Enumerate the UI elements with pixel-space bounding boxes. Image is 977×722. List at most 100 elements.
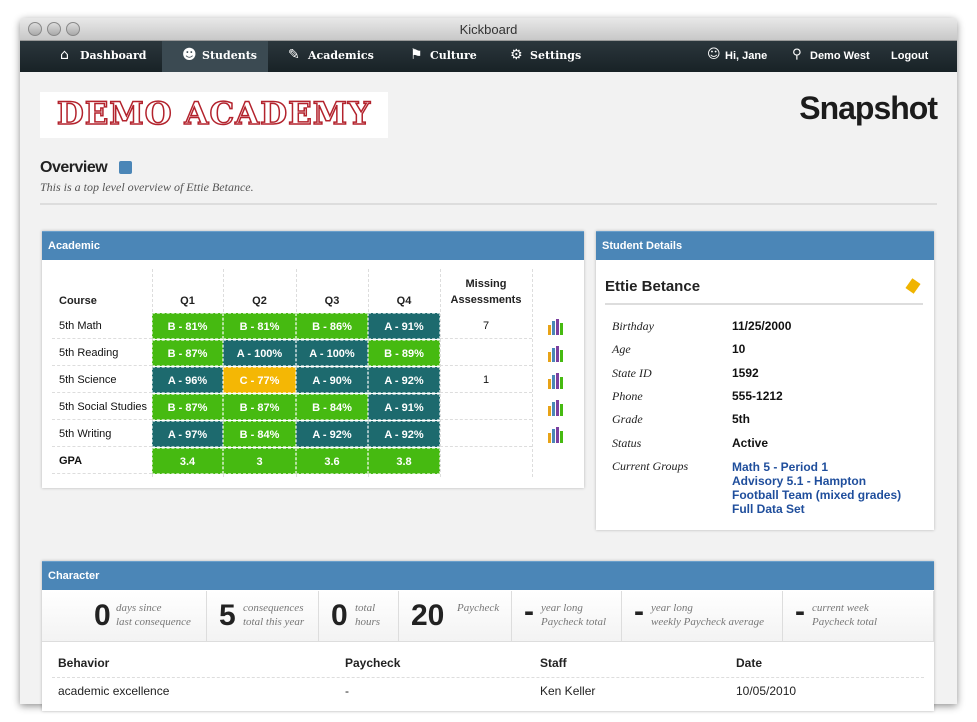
- chart-icon-bar: [552, 429, 555, 443]
- nav-item[interactable]: Students: [202, 49, 257, 62]
- group-link[interactable]: Football Team (mixed grades): [732, 488, 902, 502]
- course-name: 5th Science: [52, 367, 152, 393]
- stat-text: days since: [116, 602, 162, 614]
- stat-value: 20: [411, 599, 445, 632]
- row-rule: [52, 677, 924, 678]
- print-icon[interactable]: [119, 161, 132, 174]
- column-header: Behavior: [58, 656, 110, 670]
- column-header: Q1: [180, 295, 195, 307]
- chart-icon-bar: [560, 404, 563, 416]
- stat-value: -: [524, 595, 534, 628]
- grade-cell: A - 91%: [368, 313, 440, 339]
- chart-icon-bar: [560, 323, 563, 335]
- chart-icon-bar: [556, 373, 559, 389]
- field-label: Birthday: [612, 319, 654, 333]
- chart-icon[interactable]: [548, 373, 563, 389]
- gpa-label: GPA: [52, 448, 152, 474]
- chart-icon-bar: [556, 400, 559, 416]
- overview-subtitle: This is a top level overview of Ettie Be…: [40, 180, 254, 194]
- course-name: 5th Reading: [52, 340, 152, 366]
- chart-icon-bar: [552, 321, 555, 335]
- chart-icon-bar: [556, 346, 559, 362]
- nav-item[interactable]: Dashboard: [80, 49, 147, 62]
- column-header: Course: [59, 295, 97, 307]
- grade-cell: B - 81%: [152, 313, 223, 339]
- nav-icon: ⌂: [60, 47, 69, 63]
- cell: [440, 421, 532, 447]
- column-header: Paycheck: [345, 656, 401, 670]
- panel-header: Academic: [42, 231, 584, 260]
- chart-icon-bar: [556, 427, 559, 443]
- gpa-cell: 3: [223, 448, 296, 474]
- grade-cell: B - 84%: [296, 394, 368, 420]
- chart-icon[interactable]: [548, 400, 563, 416]
- nav-icon: ⚑: [410, 47, 423, 63]
- column-header: Missing Assessments: [450, 278, 522, 306]
- chart-icon-bar: [552, 348, 555, 362]
- chart-icon[interactable]: [548, 427, 563, 443]
- nav-item[interactable]: Academics: [308, 49, 374, 62]
- column-header: Q3: [324, 295, 340, 307]
- missing-count: 1: [440, 367, 532, 393]
- chart-icon[interactable]: [548, 319, 563, 335]
- chart-icon-bar: [548, 433, 551, 443]
- zoom-button[interactable]: [66, 22, 80, 36]
- cell: [440, 394, 532, 420]
- nav-item[interactable]: Settings: [530, 49, 582, 62]
- stat-box: 5 consequences total this year: [207, 591, 319, 641]
- stat-text: weekly Paycheck average: [651, 616, 764, 628]
- field-value: 555-1212: [732, 388, 783, 403]
- grade-cell: B - 87%: [152, 340, 223, 366]
- nav-icon: ✎: [288, 47, 300, 63]
- group-link[interactable]: Full Data Set: [732, 502, 805, 516]
- field-label: Phone: [612, 388, 643, 403]
- grade-cell: B - 87%: [223, 394, 296, 420]
- column-rule: [440, 269, 441, 477]
- column-header: Q4: [396, 295, 412, 307]
- chart-icon-bar: [548, 352, 551, 362]
- chart-icon-bar: [548, 325, 551, 335]
- minimize-button[interactable]: [47, 22, 61, 36]
- gpa-cell: 3.8: [368, 448, 440, 474]
- grade-cell: A - 92%: [296, 421, 368, 447]
- group-link[interactable]: Advisory 5.1 - Hampton: [732, 474, 867, 488]
- nav-icon: ⚲: [792, 47, 802, 62]
- chart-icon-bar: [560, 350, 563, 362]
- grade-cell: B - 86%: [296, 313, 368, 339]
- course-name: 5th Math: [52, 313, 152, 339]
- student-details-panel: Student Details Ettie Betance Birthday 11…: [596, 231, 934, 530]
- nav-item[interactable]: Culture: [430, 49, 477, 62]
- chart-icon[interactable]: [548, 346, 563, 362]
- grade-cell: A - 90%: [296, 367, 368, 393]
- grade-cell: A - 96%: [152, 367, 223, 393]
- nav-item[interactable]: Hi, Jane: [725, 50, 768, 62]
- stat-text: year long: [541, 602, 583, 614]
- nav-active: [162, 41, 268, 72]
- divider: [605, 303, 923, 305]
- stat-box: - current week Paycheck total: [783, 591, 934, 641]
- missing-count: 7: [440, 313, 532, 339]
- field-value: 1592: [732, 365, 759, 380]
- nav-item[interactable]: Logout: [891, 50, 929, 62]
- grade-cell: B - 89%: [368, 340, 440, 366]
- edit-icon[interactable]: [905, 278, 921, 294]
- column-rule: [532, 269, 533, 477]
- course-name: 5th Writing: [52, 421, 152, 447]
- group-link[interactable]: Math 5 - Period 1: [732, 460, 829, 474]
- nav-icon: ☺: [707, 47, 721, 62]
- close-button[interactable]: [28, 22, 42, 36]
- stat-value: -: [795, 595, 805, 628]
- page-title: Snapshot: [799, 90, 938, 126]
- field-label: Current Groups: [612, 459, 689, 473]
- field-label: State ID: [612, 365, 652, 380]
- nav-item[interactable]: Demo West: [810, 50, 870, 62]
- stat-value: 0: [94, 599, 111, 632]
- window-title: Kickboard: [459, 22, 518, 37]
- stat-value: 0: [331, 599, 348, 632]
- table-cell: -: [345, 684, 349, 698]
- logo-box: DEMO ACADEMY: [40, 92, 388, 138]
- grade-cell: A - 92%: [368, 421, 440, 447]
- field-value: 11/25/2000: [732, 319, 792, 333]
- gpa-cell: 3.6: [296, 448, 368, 474]
